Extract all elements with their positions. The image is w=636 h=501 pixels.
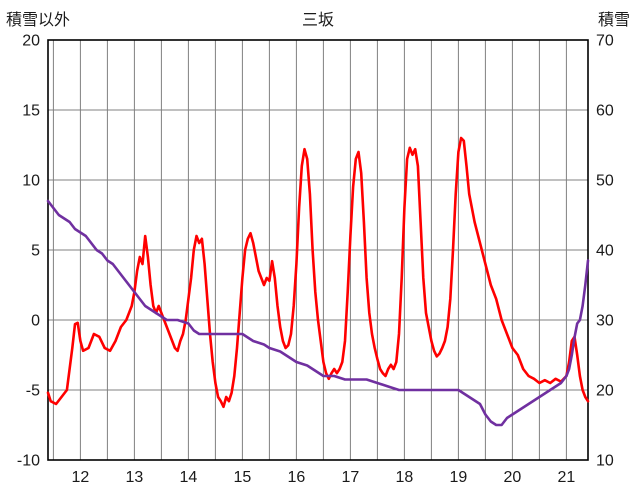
vertical-gridlines	[52, 40, 567, 460]
svg-text:13: 13	[126, 469, 144, 486]
svg-text:20: 20	[22, 33, 40, 50]
x-axis-tick-labels: 12 13 14 15 16 17 18 19 20 21	[72, 469, 576, 486]
svg-text:15: 15	[22, 103, 40, 120]
svg-text:20: 20	[596, 383, 614, 400]
left-axis-title: 積雪以外	[6, 12, 71, 29]
svg-text:10: 10	[22, 173, 40, 190]
plot-border	[47, 39, 589, 461]
chart-title: 三坂	[301, 12, 334, 29]
svg-text:20: 20	[504, 469, 522, 486]
svg-text:18: 18	[396, 469, 414, 486]
svg-text:19: 19	[450, 469, 468, 486]
right-axis-tick-labels: 70 60 50 40 30 20 10	[596, 33, 614, 470]
svg-text:-5: -5	[26, 383, 40, 400]
snow-depth-line	[46, 199, 590, 427]
svg-text:70: 70	[596, 33, 614, 50]
svg-text:60: 60	[596, 103, 614, 120]
left-axis-tick-labels: 20 15 10 5 0 -5 -10	[17, 33, 40, 470]
temperature-line	[46, 136, 590, 409]
svg-text:12: 12	[72, 469, 90, 486]
svg-text:5: 5	[31, 243, 40, 260]
svg-text:17: 17	[342, 469, 360, 486]
svg-text:50: 50	[596, 173, 614, 190]
svg-text:21: 21	[558, 469, 576, 486]
svg-text:15: 15	[234, 469, 252, 486]
svg-text:30: 30	[596, 313, 614, 330]
right-axis-title: 積雪	[597, 12, 630, 29]
svg-text:10: 10	[596, 453, 614, 470]
svg-text:-10: -10	[17, 453, 40, 470]
svg-text:0: 0	[31, 313, 40, 330]
svg-text:40: 40	[596, 243, 614, 260]
svg-text:16: 16	[288, 469, 306, 486]
horizontal-gridlines	[48, 109, 588, 391]
svg-text:14: 14	[180, 469, 198, 486]
